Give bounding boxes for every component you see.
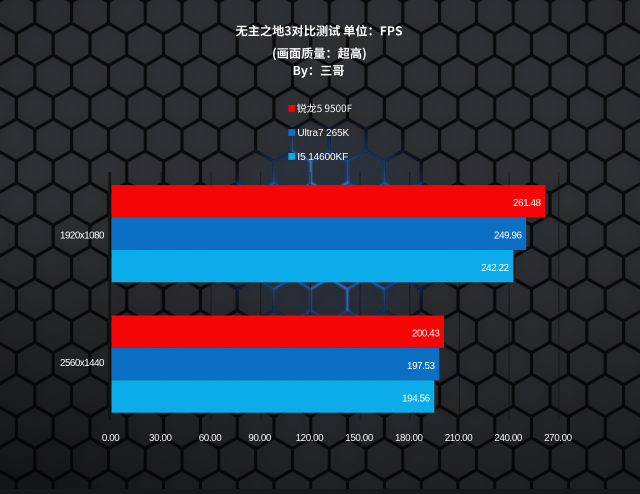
svg-text:120.00: 120.00: [296, 433, 325, 444]
svg-text:270.00: 270.00: [544, 433, 573, 444]
svg-text:I5 14600KF: I5 14600KF: [297, 152, 348, 163]
svg-text:2560x1440: 2560x1440: [60, 358, 105, 369]
svg-text:242.22: 242.22: [481, 263, 509, 274]
svg-text:194.56: 194.56: [402, 393, 431, 404]
svg-text:197.53: 197.53: [407, 361, 436, 372]
svg-text:Ultra7 265K: Ultra7 265K: [297, 128, 349, 139]
svg-text:240.00: 240.00: [494, 433, 523, 444]
svg-text:30.00: 30.00: [149, 433, 172, 444]
svg-text:180.00: 180.00: [395, 433, 424, 444]
svg-text:60.00: 60.00: [199, 433, 222, 444]
svg-text:210.00: 210.00: [445, 433, 474, 444]
svg-text:200.43: 200.43: [412, 329, 441, 340]
svg-text:261.48: 261.48: [513, 198, 542, 209]
svg-text:0.00: 0.00: [102, 433, 120, 444]
svg-text:249.96: 249.96: [494, 231, 523, 242]
svg-text:150.00: 150.00: [345, 433, 374, 444]
svg-text:90.00: 90.00: [248, 433, 271, 444]
svg-text:1920x1080: 1920x1080: [60, 231, 105, 242]
